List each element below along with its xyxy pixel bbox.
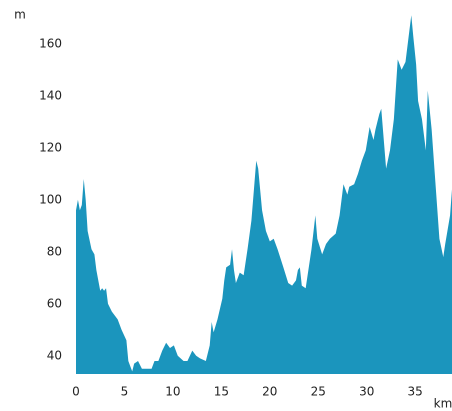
y-tick-label: 60: [47, 296, 62, 310]
y-tick-label: 120: [39, 140, 62, 154]
x-tick-label: 10: [165, 385, 180, 399]
x-tick-label: 35: [408, 385, 423, 399]
x-tick-label: 5: [121, 385, 129, 399]
x-tick-label: 25: [311, 385, 326, 399]
y-tick-label: 160: [39, 36, 62, 50]
y-tick-label: 140: [39, 88, 62, 102]
y-tick-label: 80: [47, 244, 62, 258]
y-tick-label: 100: [39, 192, 62, 206]
x-tick-label: 0: [72, 385, 80, 399]
x-tick-label: 30: [359, 385, 374, 399]
x-tick-label: 15: [214, 385, 229, 399]
elevation-area: [76, 15, 452, 374]
x-tick-label: 20: [262, 385, 277, 399]
x-axis-label: km: [434, 397, 452, 411]
y-axis-label: m: [14, 8, 26, 22]
y-tick-label: 40: [47, 348, 62, 362]
